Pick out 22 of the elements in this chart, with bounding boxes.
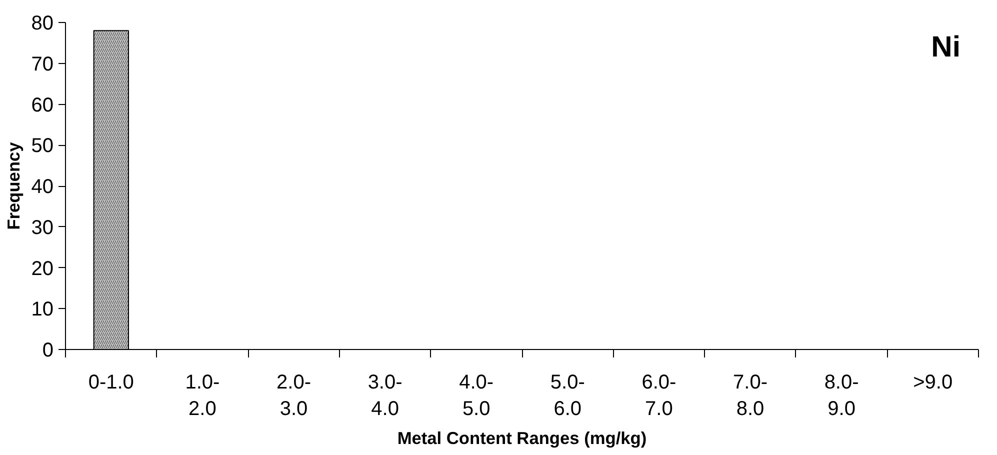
y-tick-label: 50	[31, 135, 54, 158]
x-tick-label: 8.0- 9.0	[824, 372, 859, 420]
x-tick-label: 2.0- 3.0	[276, 372, 311, 420]
x-tick-label: 1.0- 2.0	[185, 372, 220, 420]
y-tick-label: 40	[31, 176, 54, 198]
x-tick-label: >9.0	[913, 372, 953, 394]
x-tick-label: 6.0- 7.0	[642, 372, 676, 420]
y-tick-label: 70	[31, 53, 54, 76]
chart-title: Ni	[931, 30, 961, 64]
y-tick-label: 10	[31, 298, 54, 321]
x-axis-title: Metal Content Ranges (mg/kg)	[397, 428, 647, 448]
y-tick-label: 60	[31, 94, 54, 116]
x-tick-label: 4.0- 5.0	[459, 372, 494, 420]
y-tick-label: 20	[31, 258, 54, 280]
x-tick-label: 5.0- 6.0	[550, 372, 585, 420]
x-tick-label: 0-1.0	[88, 372, 134, 394]
y-tick-label: 80	[31, 12, 54, 34]
y-tick-label: 30	[31, 216, 54, 239]
x-tick-label: 3.0- 4.0	[368, 372, 402, 420]
y-tick-label: 0	[42, 340, 54, 362]
x-tick-label: 7.0- 8.0	[733, 372, 768, 420]
y-axis-title: Frequency	[3, 142, 24, 230]
